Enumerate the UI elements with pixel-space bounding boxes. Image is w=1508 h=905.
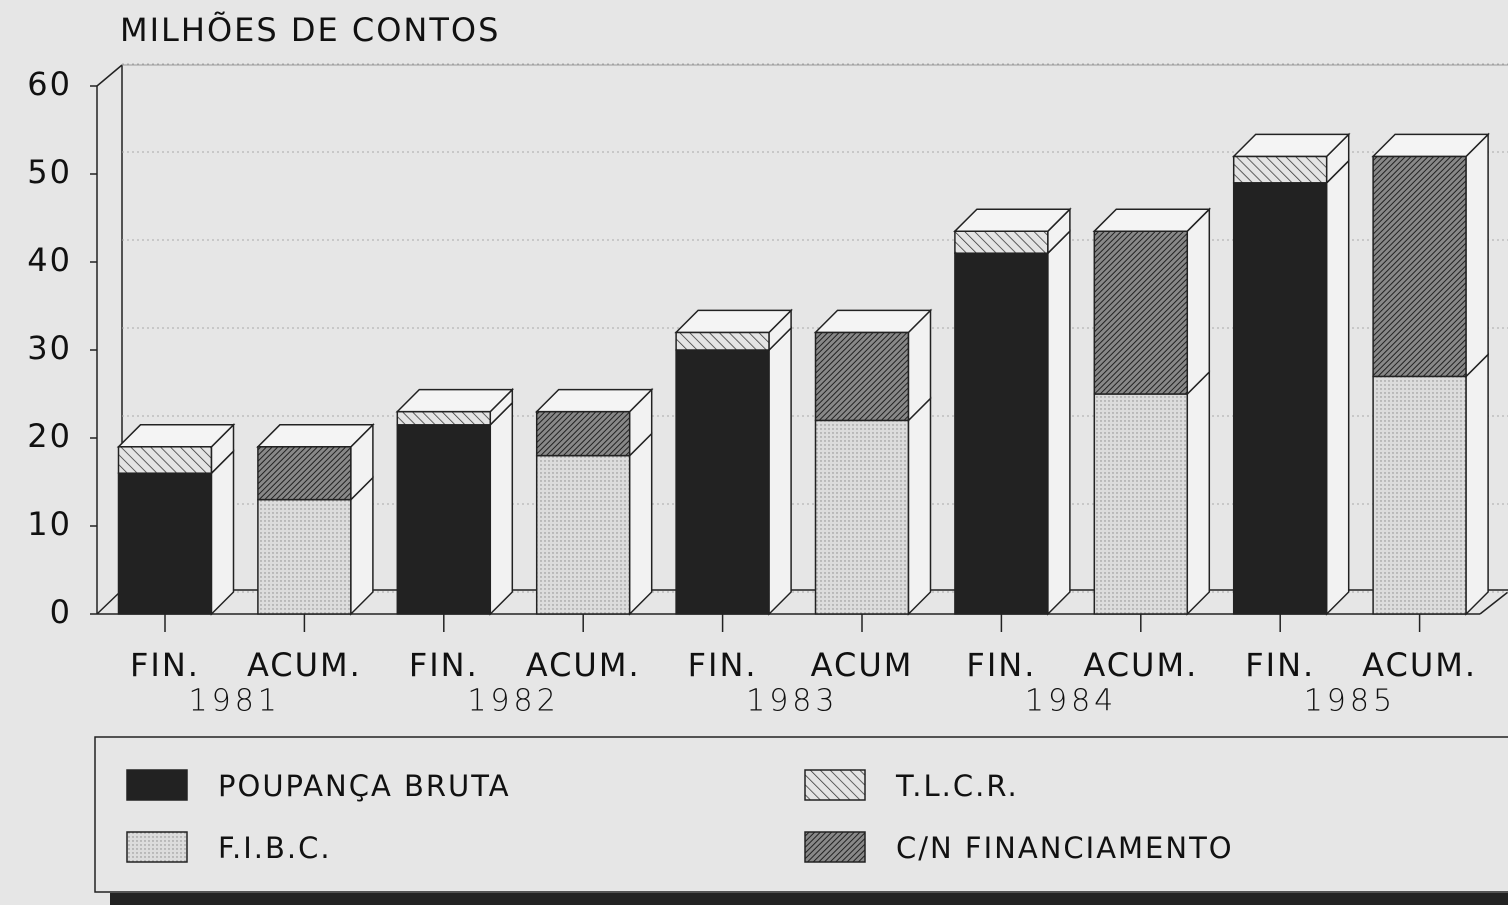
legend-label: T.L.C.R. [895,769,1019,803]
bar-side [628,431,653,616]
legend-swatch [804,831,866,863]
bar-side [768,326,792,616]
bar-segment [954,252,1049,615]
axis-corner [96,64,123,87]
bar-top [116,424,236,448]
bar-segment [1232,182,1328,615]
bar-side [1465,132,1489,379]
bar-segment [257,446,352,501]
bar-side [350,475,374,616]
legend-label: F.I.B.C. [218,831,332,865]
legend-label: C/N FINANCIAMENTO [896,831,1234,865]
bar-segment [1372,155,1467,378]
group-label: 1982 [467,684,559,719]
bar-side [210,449,235,616]
group-label: 1984 [1025,684,1117,719]
bar-segment [257,498,352,615]
bar-top [395,388,515,413]
bar-side [1186,370,1211,616]
bar-segment [117,472,213,615]
bar-top [256,424,375,448]
bar-side [1047,229,1071,616]
legend-box [94,736,1508,893]
shadow-bar [110,893,1508,905]
group-label: 1985 [1304,684,1396,719]
y-tick-label: 10 [27,505,72,543]
x-tick-label: FIN. [130,646,200,684]
x-tick-label: ACUM. [1083,646,1198,684]
bar-segment [814,419,910,615]
bar-segment [675,349,770,615]
bar-top [1231,133,1351,158]
y-tick-label: 60 [27,65,72,103]
legend-label: POUPANÇA BRUTA [218,769,511,803]
bar-segment [814,331,910,422]
bar-segment [1093,230,1189,395]
bar-side [489,400,514,616]
bar-top [674,309,793,334]
bar-side [1325,158,1350,616]
x-tick-label: FIN. [966,646,1036,684]
bar-side [907,396,932,616]
floor-edge [1479,591,1508,615]
bar-side [1186,207,1211,396]
x-tick-label: ACUM. [1362,646,1477,684]
chart-title: MILHÕES DE CONTOS [120,11,500,49]
bar-side [1465,352,1489,616]
legend-swatch [126,769,188,801]
group-label: 1983 [746,684,838,719]
y-tick-label: 30 [27,329,72,367]
bar-segment [1372,375,1467,615]
bar-segment [675,331,770,351]
legend-swatch [126,831,188,863]
bar-top [1092,208,1212,232]
y-tick-label: 20 [27,417,72,455]
group-label: 1981 [189,684,281,719]
bar-segment [954,230,1049,254]
x-tick-label: FIN. [688,646,758,684]
x-tick-label: ACUM. [247,646,362,684]
x-tick-label: FIN. [409,646,479,684]
bar-top [1371,133,1490,158]
bar-segment [535,454,631,615]
x-tick-label: ACUM. [526,646,641,684]
legend-swatch [804,769,866,801]
bar-top [534,388,654,413]
y-tick-label: 0 [50,593,72,631]
bar-top [953,208,1072,232]
bar-segment [396,424,492,615]
bar-segment [1093,393,1189,615]
bar-top [813,309,933,334]
bar-segment [535,410,631,457]
bar-segment [117,446,213,474]
y-tick-label: 50 [27,153,72,191]
bar-segment [396,410,492,426]
bar-segment [1232,155,1328,184]
x-tick-label: FIN. [1245,646,1315,684]
y-tick-label: 40 [27,241,72,279]
x-tick-label: ACUM [811,646,914,684]
